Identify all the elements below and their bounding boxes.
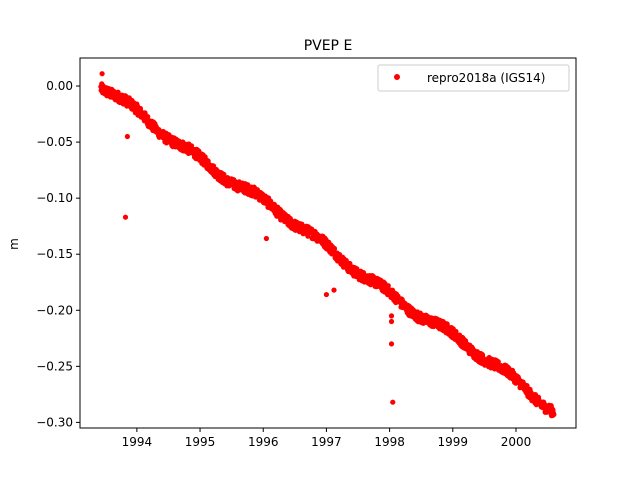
x-tick-label: 1994 — [122, 435, 153, 449]
data-point — [221, 171, 227, 178]
outlier-point — [263, 235, 269, 242]
legend-box — [377, 64, 570, 92]
y-tick-label: −0.05 — [36, 135, 73, 149]
outlier-point — [124, 133, 130, 140]
data-points — [98, 71, 557, 419]
data-point — [385, 283, 391, 289]
outlier-point — [331, 287, 337, 293]
plot-area-frame — [79, 57, 577, 429]
x-tick-label: 2000 — [501, 435, 532, 449]
legend-marker — [394, 74, 400, 80]
legend: repro2018a (IGS14) — [377, 64, 570, 92]
x-tick-label: 1998 — [374, 435, 405, 449]
outlier-point — [388, 318, 395, 325]
data-point — [551, 411, 557, 418]
chart-title: PVEP E — [304, 38, 353, 54]
data-point — [495, 359, 501, 365]
outlier-point — [388, 341, 395, 347]
outlier-point — [388, 313, 395, 319]
x-tick-label: 1996 — [248, 435, 279, 449]
outlier-point — [99, 71, 105, 77]
y-tick-label: 0.00 — [46, 79, 73, 93]
y-tick-label: −0.30 — [36, 415, 73, 429]
outlier-point — [122, 214, 129, 220]
legend-label: repro2018a (IGS14) — [427, 71, 545, 85]
x-tick-label: 1995 — [185, 435, 216, 449]
y-tick-label: −0.20 — [36, 303, 73, 317]
outlier-point — [390, 399, 396, 405]
y-tick-label: −0.15 — [36, 247, 73, 261]
axis-ticks: 1994 1995 1996 1997 1998 1999 2000 0.00 −0.05 −0.… — [36, 79, 531, 449]
data-point — [331, 245, 338, 252]
x-tick-label: 1997 — [311, 435, 342, 449]
y-tick-label: −0.25 — [36, 359, 73, 373]
y-tick-label: −0.10 — [36, 191, 73, 205]
y-axis-label: m — [7, 238, 21, 250]
outlier-point — [323, 291, 330, 298]
x-tick-label: 1999 — [438, 435, 469, 449]
